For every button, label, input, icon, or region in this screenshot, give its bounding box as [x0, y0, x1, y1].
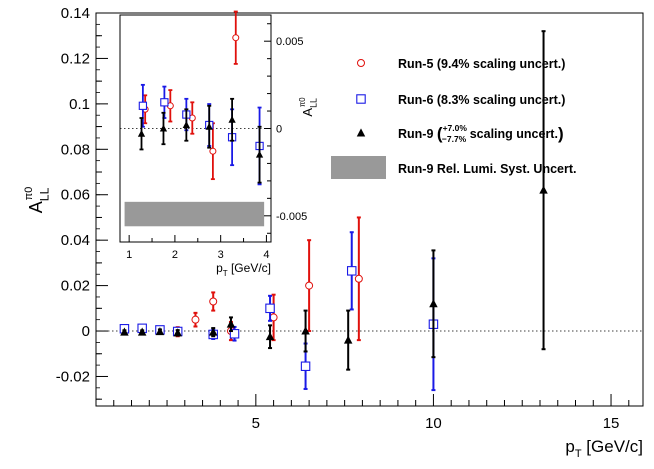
run5-data-point: [305, 281, 314, 290]
inset-x-tick-label: 1: [126, 249, 132, 261]
run9-data-point: [137, 327, 147, 336]
main-y-tick-label: 0.14: [61, 5, 90, 22]
inset-y-tick-label: 0: [276, 124, 282, 136]
main-series-run9: [120, 30, 548, 371]
main-y-tick-label: 0.1: [69, 96, 90, 113]
run9-data-point: [255, 150, 264, 158]
run6-data-point: [160, 98, 169, 107]
legend-run6-label: Run-6 (8.3% scaling uncert.): [398, 93, 565, 107]
main-y-tick-label: 0.04: [61, 232, 90, 249]
main-y-tick-label: -0.02: [56, 368, 90, 385]
run9-data-point: [301, 326, 310, 335]
inset-y-axis-title: ALLπ0: [298, 97, 319, 117]
inset-x-tick-label: 4: [263, 249, 269, 261]
run9-data-point: [228, 115, 236, 123]
main-x-tick-label: 15: [603, 415, 620, 432]
run5-data-point: [209, 147, 217, 155]
run9-data-point: [226, 319, 236, 328]
run9-data-point: [343, 335, 353, 344]
run5-data-point: [354, 274, 363, 283]
run6-data-point: [300, 361, 311, 371]
run9-data-point: [539, 185, 548, 194]
run9-data-point: [173, 328, 182, 337]
run9-data-point: [265, 332, 275, 341]
main-y-tick-label: 0.12: [61, 50, 90, 67]
run9-data-point: [205, 122, 213, 130]
inset-y-tick-label: -0.005: [276, 211, 307, 223]
run9-data-point: [159, 124, 168, 132]
inset-x-tick-label: 3: [218, 249, 224, 261]
legend-run9-label: Run-9 (+7.0% −7.7% scaling uncert.): [398, 123, 564, 144]
run9-data-point: [137, 129, 146, 137]
inset-x-axis-title: pT [GeV/c]: [216, 261, 271, 278]
run5-data-point: [209, 297, 218, 306]
main-y-tick-label: 0.08: [61, 141, 90, 158]
legend-run6-marker: [356, 94, 366, 104]
main-y-tick-label: 0.02: [61, 278, 90, 295]
legend-band-swatch: [331, 156, 386, 179]
main-y-axis-title: ALLπ0: [23, 187, 51, 213]
run9-data-point: [120, 327, 129, 336]
run6-data-point: [138, 101, 148, 110]
inset-systematic-band: [124, 201, 265, 227]
run9-data-point: [208, 327, 218, 336]
run9-data-point: [155, 327, 165, 336]
main-x-axis-title: pT [GeV/c]: [565, 437, 643, 460]
run5-data-point: [232, 34, 240, 42]
inset-y-tick-label: 0.005: [276, 36, 304, 48]
legend-run5-label: Run-5 (9.4% scaling uncert.): [398, 57, 565, 71]
legend-run5-marker: [357, 59, 365, 67]
run9-data-point: [182, 121, 190, 128]
inset-plot: 1 2 3 4 -0.005 0 0.005 pT [GeV/c] ALLπ0: [119, 10, 319, 278]
main-y-tick-label: 0.06: [61, 187, 90, 204]
main-y-tick-label: 0: [82, 323, 90, 340]
run6-data-point: [346, 266, 357, 276]
run5-data-point: [191, 315, 200, 324]
run6-data-point: [265, 303, 275, 314]
inset-series-run9: [137, 97, 264, 184]
run6-data-point: [229, 329, 240, 339]
run9-data-point: [429, 299, 438, 308]
legend-run9-marker: [356, 128, 366, 137]
inset-x-tick-label: 2: [172, 249, 178, 261]
main-x-tick-label: 5: [252, 415, 260, 432]
legend-band-label: Run-9 Rel. Lumi. Syst. Uncert.: [398, 162, 577, 176]
main-plot: 5 10 15-0.0200.020.040.060.080.10.120.14pT…: [23, 5, 644, 460]
legend: Run-5 (9.4% scaling uncert.) Run-6 (8.3% …: [331, 57, 577, 179]
main-x-tick-label: 10: [425, 415, 442, 432]
